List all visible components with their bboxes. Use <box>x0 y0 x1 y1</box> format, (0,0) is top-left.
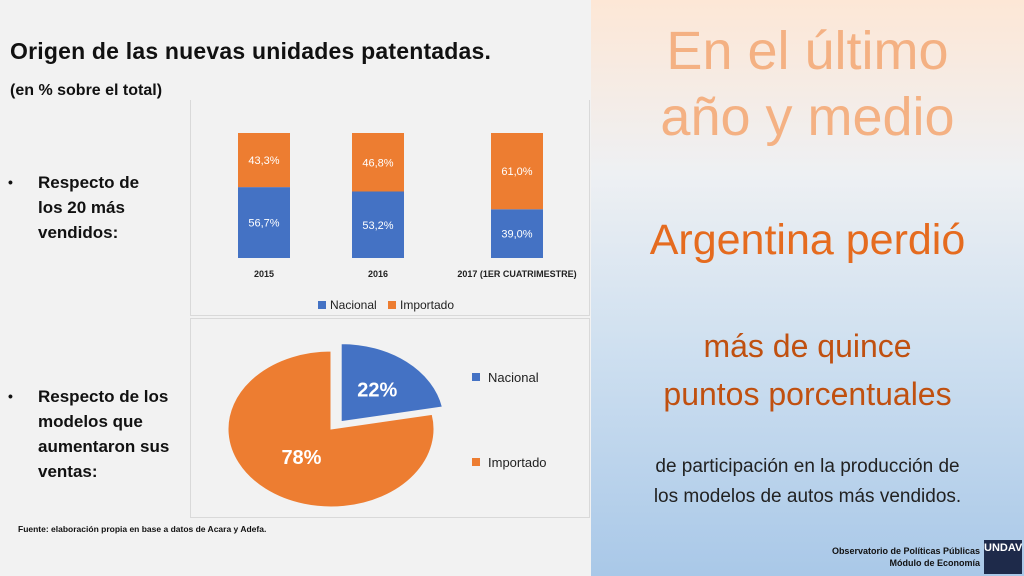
logo-name: UNDAV <box>984 542 1023 554</box>
headline-points: más de quince puntos porcentuales <box>663 328 952 412</box>
bar-category-label: 2017 (1ER CUATRIMESTRE) <box>457 269 576 279</box>
bullet-growing-models: • Respecto de los modelos que aumentaron… <box>8 384 169 484</box>
bar-chart-svg: 56,7% 43,3% 2015 53,2% 46,8% 2016 39,0% 61,0% 20… <box>238 133 577 312</box>
bar-segment-nacional <box>238 187 290 258</box>
legend-label-importado: Importado <box>400 298 454 312</box>
bar-segment-importado <box>352 133 404 192</box>
footer-line-1: Observatorio de Políticas Públicas <box>831 546 980 556</box>
bar-category-label: 2015 <box>254 269 274 279</box>
pie-chart-svg: 22% 78% Nacional Importado <box>227 343 547 508</box>
legend-swatch-nacional <box>472 373 480 381</box>
page-title: Origen de las nuevas unidades patentadas… <box>10 38 492 64</box>
legend-swatch-importado <box>388 301 396 309</box>
legend-label-importado: Importado <box>488 455 547 470</box>
bullet-text: Respecto de los modelos que aumentaron s… <box>38 387 170 481</box>
footer-credit: Observatorio de Políticas Públicas Módul… <box>800 545 980 569</box>
pie-slice-nacional <box>340 343 443 423</box>
legend-swatch-importado <box>472 458 480 466</box>
legend-label-nacional: Nacional <box>330 298 377 312</box>
legend-swatch-nacional <box>318 301 326 309</box>
headline-period: En el último año y medio <box>660 21 955 147</box>
bullet-dot: • <box>8 174 13 190</box>
bullet-top-20: • Respecto de los 20 más vendidos: <box>8 170 139 245</box>
legend-label-nacional: Nacional <box>488 370 539 385</box>
bar-segment-nacional <box>352 191 404 258</box>
stacked-bar-chart: 56,7% 43,3% 2015 53,2% 46,8% 2016 39,0% 61,0% 20… <box>190 100 590 316</box>
bar-segment-importado <box>238 133 290 188</box>
left-panel: Origen de las nuevas unidades patentadas… <box>8 38 590 534</box>
bar-segment-importado <box>491 133 543 210</box>
bar-data-label: 39,0% <box>501 229 532 241</box>
source-note: Fuente: elaboración propia en base a dat… <box>18 524 267 534</box>
bar-category-label: 2016 <box>368 269 388 279</box>
bullet-dot: • <box>8 388 13 404</box>
bar-data-label: 46,8% <box>362 157 393 169</box>
bar-data-label: 61,0% <box>501 166 532 178</box>
footer-line-2: Módulo de Economía <box>889 558 980 568</box>
bullet-text: Respecto de los 20 más vendidos: <box>38 173 140 242</box>
bar-data-label: 56,7% <box>248 218 279 230</box>
page-subtitle: (en % sobre el total) <box>10 82 163 99</box>
undav-logo: UNDAV <box>984 540 1022 574</box>
bar-data-label: 43,3% <box>248 155 279 167</box>
headline-argentina: Argentina perdió <box>649 216 966 264</box>
pie-data-label: 78% <box>281 447 321 469</box>
pie-data-label: 22% <box>357 380 397 402</box>
pie-chart: 22% 78% Nacional Importado <box>190 318 590 518</box>
right-panel: En el último año y medio Argentina perdi… <box>591 0 1024 576</box>
bar-data-label: 53,2% <box>362 220 393 232</box>
headline-detail: de participación en la producción de los… <box>653 456 962 507</box>
pie-slice-importado <box>227 350 435 508</box>
bar-segment-nacional <box>491 209 543 258</box>
